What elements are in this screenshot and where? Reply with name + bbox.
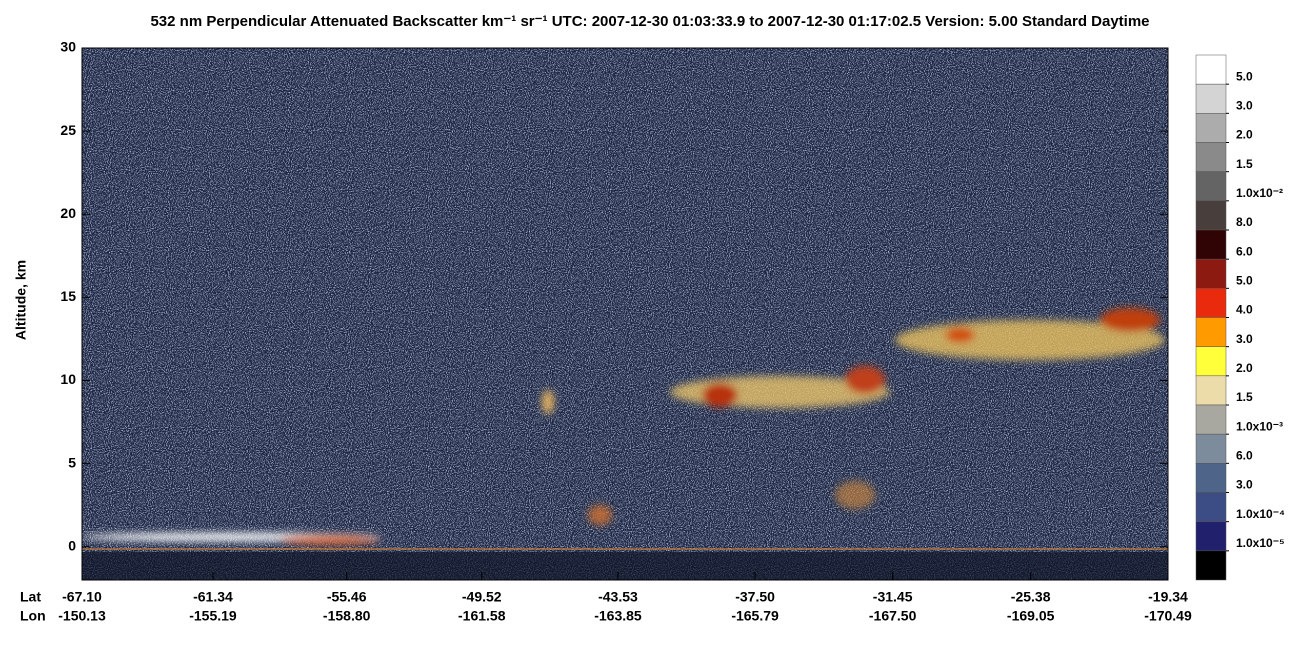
lat-label: -31.45	[873, 589, 913, 605]
x-row-label: Lat	[20, 589, 41, 605]
colorbar-swatch	[1195, 200, 1227, 231]
colorbar-label: 2.0	[1236, 128, 1253, 142]
colorbar-label: 6.0	[1236, 244, 1253, 258]
lat-label: -49.52	[462, 589, 502, 605]
lat-label: -25.38	[1011, 589, 1051, 605]
colorbar-swatch	[1195, 463, 1227, 493]
colorbar-swatch	[1195, 404, 1227, 435]
lon-label: -169.05	[1007, 608, 1055, 624]
colorbar-label: 3.0	[1236, 478, 1253, 492]
colorbar-swatch	[1195, 54, 1227, 85]
backscatter-field	[82, 48, 1168, 580]
chart-title: 532 nm Perpendicular Attenuated Backscat…	[150, 13, 1149, 30]
lon-label: -158.80	[323, 608, 371, 624]
colorbar-swatch	[1195, 550, 1227, 581]
colorbar-label: 8.0	[1236, 215, 1253, 229]
colorbar-label: 5.0	[1236, 274, 1253, 288]
colorbar-swatch	[1195, 171, 1227, 202]
colorbar-swatch	[1195, 317, 1227, 347]
y-tick-label: 0	[68, 537, 76, 553]
colorbar-swatch	[1195, 346, 1227, 377]
lon-label: -170.49	[1144, 608, 1192, 624]
lon-label: -150.13	[58, 608, 106, 624]
colorbar-swatch	[1195, 375, 1227, 406]
lon-label: -167.50	[869, 608, 917, 624]
colorbar-swatch	[1195, 142, 1227, 172]
lat-label: -55.46	[327, 589, 367, 605]
y-tick-label: 30	[60, 39, 76, 55]
cloud-features	[82, 308, 1165, 545]
colorbar-label: 1.0x10⁻⁵	[1236, 536, 1285, 550]
colorbar-swatch	[1195, 83, 1227, 114]
colorbar-swatch	[1195, 492, 1227, 522]
lat-label: -61.34	[193, 589, 233, 605]
colorbar-label: 5.0	[1236, 69, 1253, 83]
colorbar-label: 4.0	[1236, 303, 1253, 317]
colorbar-label: 1.5	[1236, 390, 1253, 404]
lon-label: -163.85	[594, 608, 642, 624]
colorbar-swatch	[1195, 229, 1227, 260]
lat-label: -67.10	[62, 589, 102, 605]
colorbar-swatch	[1195, 288, 1227, 318]
lat-label: -37.50	[735, 589, 775, 605]
y-axis-label: Altitude, km	[13, 260, 29, 340]
colorbar-label: 6.0	[1236, 449, 1253, 463]
colorbar-swatch	[1195, 258, 1227, 289]
colorbar-label: 1.0x10⁻²	[1236, 186, 1283, 200]
colorbar-swatch	[1195, 113, 1227, 143]
colorbar-label: 1.0x10⁻³	[1236, 419, 1283, 433]
colorbar-label: 3.0	[1236, 99, 1253, 113]
colorbar-label: 2.0	[1236, 361, 1253, 375]
plot-frame	[81, 47, 1169, 581]
lat-label: -19.34	[1148, 589, 1188, 605]
lon-label: -165.79	[731, 608, 779, 624]
subsurface	[82, 552, 1168, 580]
colorbar-swatch	[1195, 521, 1227, 552]
lon-label: -161.58	[458, 608, 506, 624]
colorbar-label: 1.0x10⁻⁴	[1236, 507, 1285, 521]
lon-label: -155.19	[189, 608, 237, 624]
lat-label: -43.53	[598, 589, 638, 605]
y-tick-label: 15	[60, 288, 76, 304]
colorbar-swatch	[1195, 433, 1227, 464]
y-tick-label: 25	[60, 122, 76, 138]
x-row-label: Lon	[20, 608, 46, 624]
y-tick-label: 10	[60, 371, 76, 387]
y-tick-label: 20	[60, 205, 76, 221]
y-tick-label: 5	[68, 454, 76, 470]
colorbar-label: 3.0	[1236, 332, 1253, 346]
colorbar-label: 1.5	[1236, 157, 1253, 171]
field-noise	[82, 48, 1168, 580]
